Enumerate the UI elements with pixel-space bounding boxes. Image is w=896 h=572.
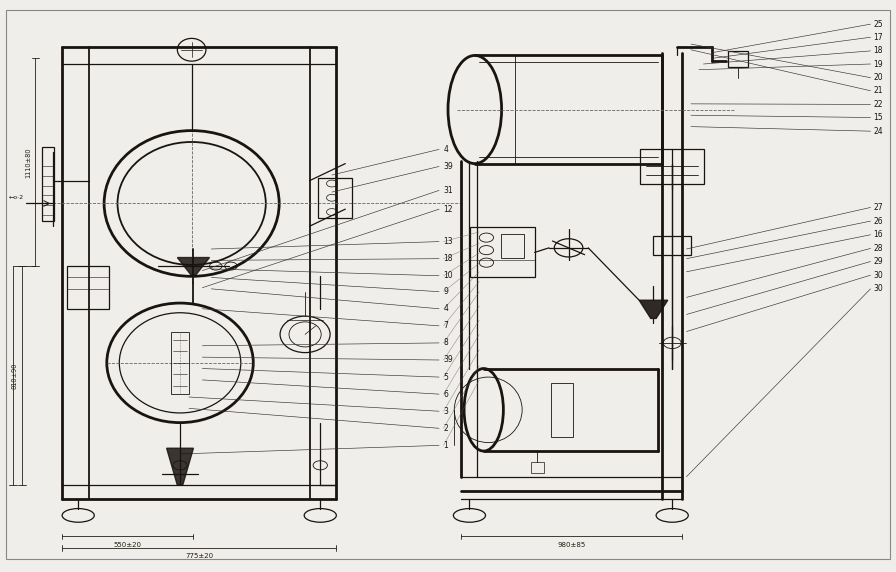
Text: 810±90: 810±90 xyxy=(12,363,17,389)
Bar xyxy=(653,236,691,255)
Bar xyxy=(66,266,109,309)
Text: 31: 31 xyxy=(444,186,453,195)
Text: 7: 7 xyxy=(444,321,448,331)
Text: 26: 26 xyxy=(874,217,883,225)
Text: 15: 15 xyxy=(874,113,883,122)
Bar xyxy=(470,228,535,277)
Polygon shape xyxy=(167,448,194,485)
Text: 1110±80: 1110±80 xyxy=(25,147,30,177)
Text: 5: 5 xyxy=(444,372,448,382)
Text: 12: 12 xyxy=(444,205,453,214)
Text: 3: 3 xyxy=(444,407,448,416)
Text: 10: 10 xyxy=(444,271,453,280)
Text: 30: 30 xyxy=(874,271,883,280)
Text: 39: 39 xyxy=(444,162,453,171)
Text: 775±20: 775±20 xyxy=(185,553,213,559)
Text: 18: 18 xyxy=(444,254,453,263)
Bar xyxy=(551,383,573,437)
Bar xyxy=(501,233,524,257)
Text: 1: 1 xyxy=(444,441,448,450)
Text: 980±85: 980±85 xyxy=(557,542,586,548)
Text: 22: 22 xyxy=(874,100,883,109)
Text: 18: 18 xyxy=(874,46,883,55)
Bar xyxy=(171,332,189,394)
Text: ←o·2: ←o·2 xyxy=(9,195,23,200)
Bar xyxy=(318,178,352,218)
Text: 21: 21 xyxy=(874,86,883,96)
Polygon shape xyxy=(639,300,668,319)
Text: 27: 27 xyxy=(874,203,883,212)
Text: 25: 25 xyxy=(874,19,883,29)
Text: 6: 6 xyxy=(444,390,448,399)
Text: 4: 4 xyxy=(444,304,448,313)
Bar xyxy=(42,146,54,221)
Text: 550±20: 550±20 xyxy=(114,542,142,548)
Text: 19: 19 xyxy=(874,59,883,69)
Polygon shape xyxy=(177,257,210,275)
Bar xyxy=(728,51,748,67)
Text: 13: 13 xyxy=(444,237,453,246)
Text: 2: 2 xyxy=(444,424,448,433)
Text: 30: 30 xyxy=(874,284,883,293)
Text: 28: 28 xyxy=(874,244,883,253)
Text: 39: 39 xyxy=(444,356,453,364)
Bar xyxy=(531,462,544,472)
Text: 17: 17 xyxy=(874,33,883,42)
Text: 8: 8 xyxy=(444,339,448,347)
Text: 16: 16 xyxy=(874,231,883,239)
Text: 24: 24 xyxy=(874,126,883,136)
Bar xyxy=(640,149,704,184)
Text: 9: 9 xyxy=(444,287,448,296)
Text: 4: 4 xyxy=(444,145,448,154)
Text: 20: 20 xyxy=(874,73,883,82)
Text: 29: 29 xyxy=(874,257,883,266)
